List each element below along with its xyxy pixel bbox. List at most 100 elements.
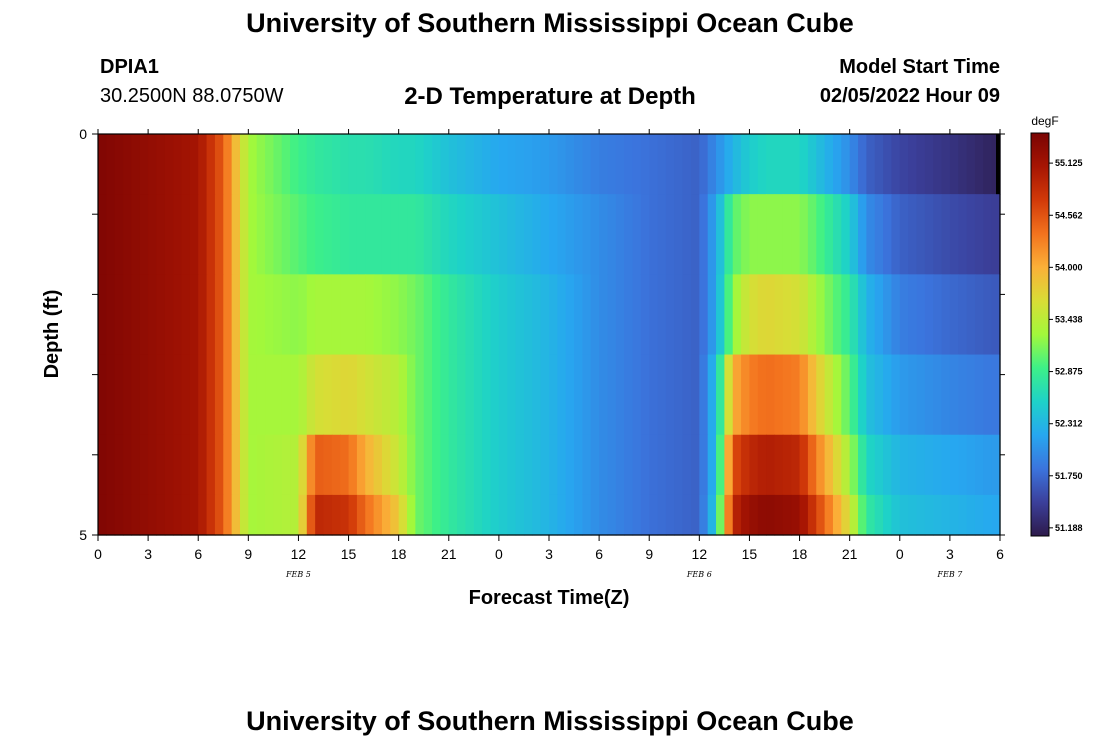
heatmap-cell [156, 194, 166, 275]
heatmap-cell [632, 274, 642, 356]
heatmap-cell [482, 354, 492, 436]
heatmap-cell [816, 494, 826, 536]
heatmap-cell [532, 194, 542, 275]
heatmap-cell [716, 354, 725, 436]
heatmap-cell [832, 274, 842, 356]
heatmap-cell [523, 494, 533, 536]
heatmap-cell [966, 434, 976, 496]
heatmap-cell [774, 274, 784, 356]
x-axis: 0 3 6 9 12 15 18 21 0 3 6 9 12 15 18 21 0 3 6 FEB 5 FEB 6 FEB… [94, 129, 1004, 579]
heatmap-cell [198, 354, 208, 436]
heatmap-cell [724, 194, 734, 275]
heatmap-cell [114, 134, 124, 195]
heatmap-cell [239, 494, 249, 536]
heatmap-cell [590, 134, 600, 195]
heatmap-cell [331, 434, 341, 496]
heatmap-cell [423, 434, 433, 496]
x-tick-label: 9 [244, 546, 252, 562]
heatmap-cell [482, 494, 492, 536]
heatmap-cell [874, 354, 884, 436]
heatmap-cell [390, 494, 400, 536]
heatmap-cell [248, 494, 258, 536]
heatmap-cell [832, 194, 842, 275]
heatmap-cell [741, 434, 751, 496]
heatmap-cell [290, 134, 300, 195]
heatmap-cell [574, 134, 584, 195]
heatmap-cell [816, 274, 826, 356]
heatmap-cell [607, 274, 617, 356]
heatmap-cell [599, 494, 609, 536]
heatmap-cell [164, 434, 174, 496]
x-tick-label: 18 [792, 546, 808, 562]
heatmap-cell [807, 274, 817, 356]
heatmap-cell [924, 194, 934, 275]
heatmap-cell [958, 274, 968, 356]
heatmap-cell [941, 134, 951, 195]
heatmap-cell [574, 354, 584, 436]
heatmap-cell [423, 354, 433, 436]
heatmap-cell [891, 494, 901, 536]
heatmap-cell [832, 494, 842, 536]
heatmap-cell [465, 194, 475, 275]
heatmap-cell [281, 434, 291, 496]
heatmap-cell [832, 134, 842, 195]
heatmap-cell [398, 434, 408, 496]
heatmap-cell [323, 354, 333, 436]
heatmap-cell [490, 134, 500, 195]
heatmap-cell [298, 274, 308, 356]
heatmap-cell [248, 194, 258, 275]
heatmap-cell [381, 494, 391, 536]
heatmap-cell [131, 134, 141, 195]
heatmap-cell [640, 434, 650, 496]
heatmap-cell [315, 354, 325, 436]
heatmap-cell [331, 194, 341, 275]
heatmap-cell [365, 134, 375, 195]
heatmap-cell [582, 434, 592, 496]
heatmap-cell [749, 354, 759, 436]
heatmap-cell [365, 434, 375, 496]
heatmap-cell [448, 274, 458, 356]
heatmap-cell [156, 274, 166, 356]
heatmap-cell [148, 274, 158, 356]
heatmap-cell [949, 194, 959, 275]
heatmap-cell [298, 134, 308, 195]
heatmap-cell [908, 134, 918, 195]
heatmap-cell [448, 494, 458, 536]
heatmap-cell [123, 434, 133, 496]
heatmap-cell [565, 134, 575, 195]
heatmap-cell [139, 434, 149, 496]
heatmap-cell [966, 194, 976, 275]
heatmap-cell [507, 274, 517, 356]
heatmap-cell [189, 494, 199, 536]
heatmap-cell [974, 194, 984, 275]
heatmap-cell [832, 434, 842, 496]
heatmap-cell [582, 494, 592, 536]
heatmap-cell [590, 354, 600, 436]
heatmap-cell [991, 434, 1001, 496]
heatmap-cell [373, 434, 383, 496]
heatmap-cell [574, 274, 584, 356]
heatmap-cell [791, 194, 801, 275]
heatmap-cell [440, 494, 450, 536]
heatmap-cell [757, 134, 767, 195]
heatmap-cell [356, 434, 366, 496]
heatmap-cell [98, 134, 107, 195]
colorbar-tick-label: 52.875 [1055, 367, 1083, 377]
heatmap-cell [139, 134, 149, 195]
heatmap-cell [716, 194, 725, 275]
heatmap-cell [791, 134, 801, 195]
heatmap-cell [348, 354, 358, 436]
heatmap-cell [148, 434, 158, 496]
heatmap-cell [916, 194, 926, 275]
heatmap-cell [707, 194, 717, 275]
heatmap-cell [239, 194, 249, 275]
heatmap-cell [490, 434, 500, 496]
heatmap-cell [590, 274, 600, 356]
heatmap-cell [214, 494, 224, 536]
heatmap-cell [482, 274, 492, 356]
heatmap-cell [373, 274, 383, 356]
heatmap-cell [148, 354, 158, 436]
heatmap-cell [874, 134, 884, 195]
heatmap-cell [281, 274, 291, 356]
heatmap-cell [448, 194, 458, 275]
